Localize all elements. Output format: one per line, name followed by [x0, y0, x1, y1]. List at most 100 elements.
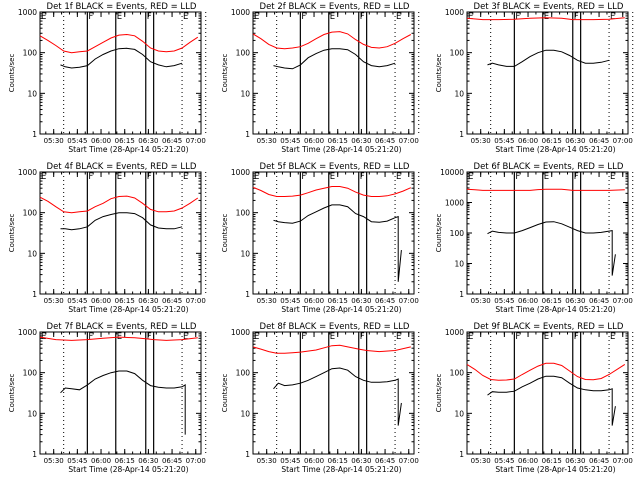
y-tick-label: 1000 [445, 328, 464, 337]
x-tick-label: 06:30 [565, 457, 585, 465]
panel-title: Det 5f BLACK = Events, RED = LLD [260, 162, 410, 172]
plot-frame [39, 171, 202, 295]
eclipse-flag-marker: E [254, 12, 259, 22]
plot-frame [252, 171, 415, 295]
x-tick-label: 05:45 [280, 137, 300, 145]
y-tick-label: 1000 [231, 328, 250, 337]
eclipse-flag-marker: F [574, 172, 579, 182]
x-tick-label: 05:45 [494, 137, 514, 145]
events-series-line [60, 212, 183, 231]
y-axis-label: Counts/sec [221, 54, 229, 93]
eclipse-flag-marker: F [515, 12, 520, 22]
y-tick-label: 10 [454, 89, 464, 98]
panel-title: Det 8f BLACK = Events, RED = LLD [260, 322, 410, 332]
eclipse-flag-marker: F [88, 172, 93, 182]
x-tick-label: 06:30 [351, 137, 371, 145]
x-tick-label: 05:45 [280, 457, 300, 465]
eclipse-flag-marker: E [610, 332, 615, 342]
x-tick-label: 05:45 [67, 297, 87, 305]
x-axis-label: Start Time (28-Apr-14 05:21:20) [68, 465, 188, 474]
eclipse-flag-marker: F [88, 332, 93, 342]
lld-series-line [252, 31, 412, 50]
eclipse-flag-marker: E [41, 332, 46, 342]
x-tick-label: 06:30 [565, 297, 585, 305]
y-tick-label: 10 [27, 249, 37, 258]
y-tick-label: 100 [236, 369, 251, 378]
x-tick-label: 05:30 [471, 297, 491, 305]
x-tick-label: 06:30 [138, 137, 158, 145]
x-axis-label: Start Time (28-Apr-14 05:21:20) [68, 145, 188, 154]
y-tick-label: 100 [450, 229, 465, 238]
x-tick-label: 05:30 [471, 137, 491, 145]
panel-title: Det 1f BLACK = Events, RED = LLD [47, 2, 197, 12]
events-series-line [273, 367, 402, 426]
x-tick-label: 06:45 [375, 297, 395, 305]
lld-series-line [466, 17, 625, 21]
x-tick-label: 05:45 [67, 457, 87, 465]
x-tick-label: 06:30 [138, 457, 158, 465]
eclipse-flag-marker: F [515, 172, 520, 182]
eclipse-flag-marker: E [396, 172, 401, 182]
x-tick-label: 06:00 [304, 137, 324, 145]
detector-panel: Det 2f BLACK = Events, RED = LLD 1 10 100 10… [221, 2, 420, 154]
lld-series-line [39, 336, 198, 341]
eclipse-flag-marker: E [468, 12, 473, 22]
eclipse-flag-marker: F [574, 12, 579, 22]
eclipse-flag-marker: E [396, 332, 401, 342]
y-tick-label: 1 [32, 290, 37, 299]
panel-title: Det 2f BLACK = Events, RED = LLD [260, 2, 410, 12]
x-tick-label: 06:00 [91, 137, 111, 145]
x-tick-label: 06:00 [518, 457, 538, 465]
eclipse-flag-marker: E [183, 332, 188, 342]
x-tick-label: 06:15 [542, 137, 562, 145]
eclipse-flag-marker: E [117, 172, 122, 182]
y-tick-label: 100 [23, 49, 38, 58]
y-tick-label: 100 [236, 49, 251, 58]
x-tick-label: 06:15 [542, 457, 562, 465]
detector-panel: Det 4f BLACK = Events, RED = LLD 1 10 100 10… [8, 162, 207, 314]
y-tick-label: 1 [459, 290, 464, 299]
x-tick-label: 06:15 [328, 137, 348, 145]
plot-frame [252, 331, 415, 455]
detector-panel: Det 5f BLACK = Events, RED = LLD 1 10 100 10… [221, 162, 420, 314]
lld-series-line [466, 362, 626, 381]
x-tick-label: 06:30 [138, 297, 158, 305]
y-tick-label: 10 [27, 409, 37, 418]
y-tick-label: 1000 [231, 8, 250, 17]
lld-series-line [39, 33, 199, 54]
x-tick-label: 05:30 [257, 137, 277, 145]
x-tick-label: 07:00 [613, 137, 633, 145]
x-tick-label: 06:30 [565, 137, 585, 145]
eclipse-flag-marker: F [360, 332, 365, 342]
events-series-line [487, 221, 616, 276]
y-tick-label: 100 [450, 369, 465, 378]
eclipse-flag-marker: E [396, 12, 401, 22]
x-tick-label: 06:15 [115, 297, 135, 305]
y-tick-label: 10 [454, 260, 464, 269]
x-tick-label: 07:00 [399, 297, 419, 305]
y-tick-label: 100 [236, 209, 251, 218]
y-tick-label: 1 [245, 290, 250, 299]
eclipse-flag-marker: F [360, 12, 365, 22]
detector-panel: Det 1f BLACK = Events, RED = LLD 1 10 100 10… [8, 2, 207, 154]
y-tick-label: 10 [240, 89, 250, 98]
y-axis-label: Counts/sec [8, 54, 16, 93]
x-tick-label: 06:45 [162, 297, 182, 305]
y-tick-label: 1000 [18, 8, 37, 17]
eclipse-flag-marker: F [515, 332, 520, 342]
detector-panel: Det 7f BLACK = Events, RED = LLD 1 10 100 10… [8, 322, 207, 474]
x-tick-label: 06:00 [91, 297, 111, 305]
x-tick-label: 07:00 [186, 457, 206, 465]
eclipse-flag-marker: F [574, 332, 579, 342]
y-tick-label: 10000 [440, 168, 464, 177]
y-tick-label: 1000 [231, 168, 250, 177]
x-tick-label: 06:15 [542, 297, 562, 305]
y-tick-label: 10 [240, 249, 250, 258]
panel-title: Det 3f BLACK = Events, RED = LLD [474, 2, 624, 12]
x-tick-label: 06:00 [91, 457, 111, 465]
eclipse-flag-marker: F [147, 172, 152, 182]
x-tick-label: 06:45 [589, 137, 609, 145]
eclipse-flag-marker: E [468, 332, 473, 342]
y-tick-label: 1 [459, 450, 464, 459]
